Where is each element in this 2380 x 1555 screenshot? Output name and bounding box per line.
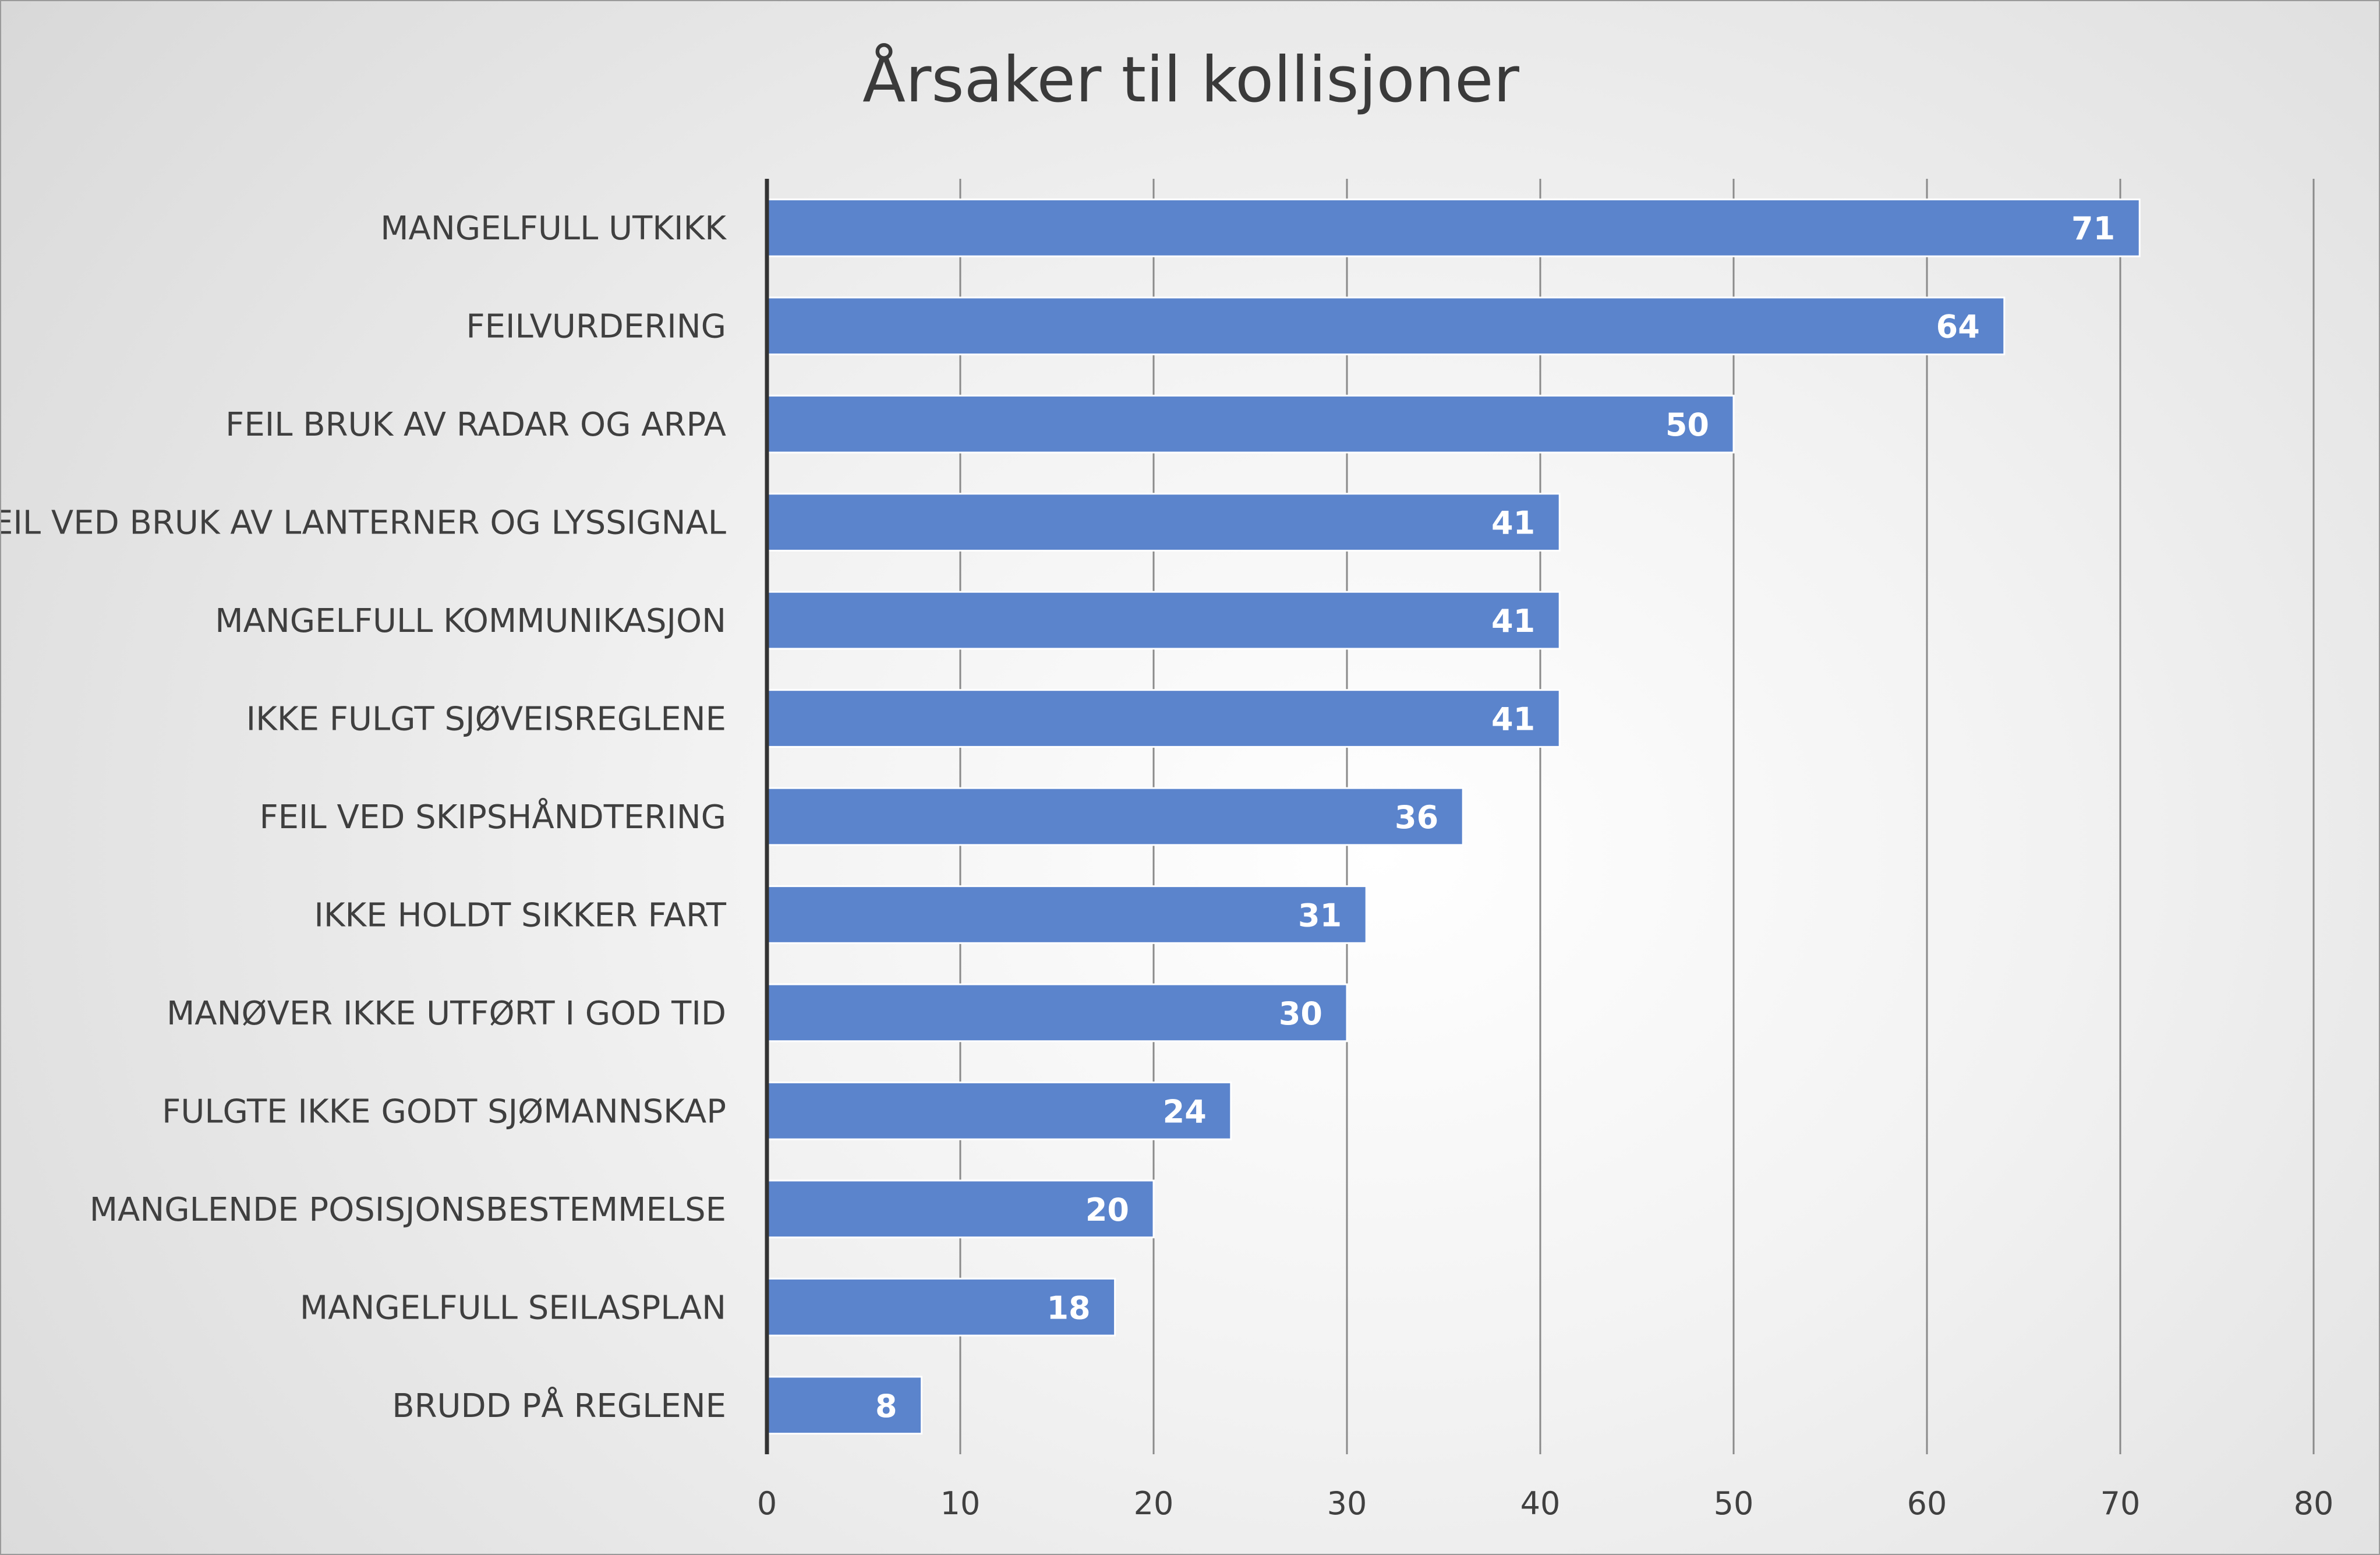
data-label-6: 41 [1491,701,1535,738]
data-label-2: 64 [1936,309,1980,345]
x-tick-label-80: 80 [2294,1485,2334,1522]
category-label-7: FEIL VED SKIPSHÅNDTERING [259,798,726,836]
category-label-6: IKKE FULGT SJØVEISREGLENE [246,701,726,738]
data-label-3: 50 [1665,407,1709,443]
x-tick-label-10: 10 [940,1485,981,1522]
data-label-7: 36 [1395,799,1438,836]
data-label-12: 18 [1046,1289,1090,1326]
x-tick-label-50: 50 [1714,1485,1754,1522]
data-labels: 71 64 50 41 41 41 36 31 30 24 20 18 8 [875,210,2115,1425]
data-label-5: 41 [1491,603,1535,639]
category-label-8: IKKE HOLDT SIKKER FART [314,896,726,934]
bar-13 [766,1376,923,1435]
bar-6 [766,689,1561,748]
category-label-2: FEILVURDERING [466,308,726,346]
bar-12 [766,1277,1116,1337]
data-label-4: 41 [1491,505,1535,542]
category-label-10: FULGTE IKKE GODT SJØMANNSKAP [162,1093,726,1130]
data-label-13: 8 [875,1388,897,1425]
bar-4 [766,493,1561,552]
category-label-5: MANGELFULL KOMMUNIKASJON [215,602,726,640]
x-tick-label-30: 30 [1327,1485,1367,1522]
bars [766,198,2141,1435]
category-label-9: MANØVER IKKE UTFØRT I GOD TID [167,995,726,1033]
data-label-1: 71 [2071,210,2115,247]
bar-2 [766,296,2006,356]
data-label-8: 31 [1298,897,1342,934]
category-label-11: MANGLENDE POSISJONSBESTEMMELSE [90,1191,726,1229]
bar-5 [766,591,1561,650]
bar-7 [766,787,1464,846]
bar-10 [766,1082,1232,1140]
x-tick-label-20: 20 [1134,1485,1174,1522]
category-label-3: FEIL BRUK AV RADAR OG ARPA [225,406,726,444]
bar-9 [766,983,1348,1042]
category-labels: MANGELFULL UTKIKK FEILVURDERING FEIL BRUK … [1,210,727,1425]
x-tick-label-60: 60 [1907,1485,1947,1522]
x-axis-tick-labels: 0 10 20 30 40 50 60 70 80 [757,1485,2334,1522]
category-label-12: MANGELFULL SEILASPLAN [300,1289,726,1327]
x-tick-label-70: 70 [2100,1485,2141,1522]
bar-3 [766,394,1735,454]
x-tick-label-0: 0 [757,1485,777,1522]
x-tick-label-40: 40 [1520,1485,1561,1522]
category-label-1: MANGELFULL UTKIKK [380,210,727,248]
data-label-10: 24 [1163,1093,1207,1130]
bar-8 [766,885,1367,944]
category-label-4: FEIL VED BRUK AV LANTERNER OG LYSSIGNAL [1,504,726,542]
data-label-9: 30 [1279,995,1322,1032]
category-label-13: BRUDD PÅ REGLENE [392,1387,726,1425]
bar-1 [766,198,2141,257]
data-label-11: 20 [1085,1192,1129,1228]
chart-title: Årsaker til kollisjoner [862,43,1519,116]
